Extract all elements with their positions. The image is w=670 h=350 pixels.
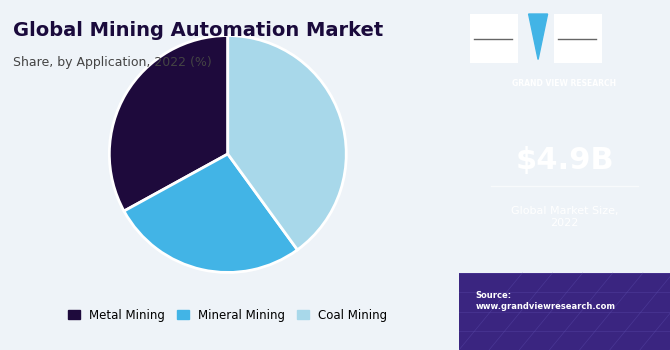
Text: Share, by Application, 2022 (%): Share, by Application, 2022 (%) bbox=[13, 56, 212, 69]
Text: GRAND VIEW RESEARCH: GRAND VIEW RESEARCH bbox=[513, 79, 616, 89]
Legend: Metal Mining, Mineral Mining, Coal Mining: Metal Mining, Mineral Mining, Coal Minin… bbox=[64, 304, 392, 327]
Text: Source:
www.grandviewresearch.com: Source: www.grandviewresearch.com bbox=[476, 291, 616, 311]
Polygon shape bbox=[529, 14, 547, 60]
FancyBboxPatch shape bbox=[459, 273, 670, 350]
Wedge shape bbox=[228, 36, 346, 250]
Wedge shape bbox=[109, 36, 228, 211]
Text: Global Market Size,
2022: Global Market Size, 2022 bbox=[511, 206, 618, 228]
FancyBboxPatch shape bbox=[554, 14, 602, 63]
Text: $4.9B: $4.9B bbox=[515, 147, 614, 175]
Wedge shape bbox=[124, 154, 297, 272]
FancyBboxPatch shape bbox=[470, 14, 518, 63]
Text: Global Mining Automation Market: Global Mining Automation Market bbox=[13, 21, 384, 40]
